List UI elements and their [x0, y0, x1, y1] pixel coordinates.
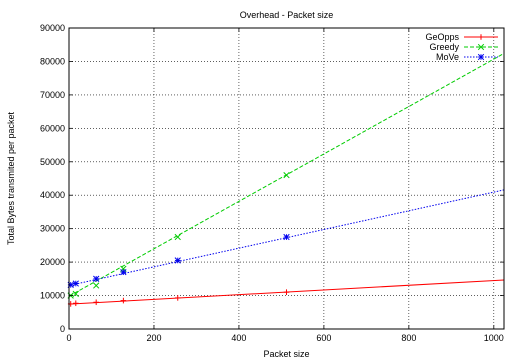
- y-tick-label: 20000: [40, 257, 65, 267]
- legend-item: GeOpps: [425, 32, 498, 42]
- data-point: [72, 280, 79, 287]
- data-point: [93, 299, 99, 306]
- y-tick-label: 60000: [40, 123, 65, 133]
- series-layer: [67, 52, 505, 307]
- series-geopps: [67, 279, 505, 307]
- data-point: [174, 233, 181, 241]
- legend-label: MoVe: [436, 52, 459, 62]
- x-tick-label: 1000: [484, 333, 504, 343]
- data-point: [283, 289, 290, 296]
- data-point: [477, 53, 485, 61]
- data-point: [174, 295, 181, 301]
- data-point: [283, 172, 290, 179]
- tick-layer: 0100002000030000400005000060000700008000…: [40, 23, 504, 343]
- legend-label: Greedy: [429, 42, 459, 52]
- x-tick-label: 0: [66, 333, 71, 343]
- y-tick-label: 50000: [40, 157, 65, 167]
- y-tick-label: 90000: [40, 23, 65, 33]
- x-tick-label: 800: [401, 333, 416, 343]
- y-tick-label: 80000: [40, 56, 65, 66]
- y-tick-label: 70000: [40, 90, 65, 100]
- data-point: [478, 34, 484, 40]
- data-point: [174, 257, 181, 264]
- x-tick-label: 600: [316, 333, 331, 343]
- x-axis-label: Packet size: [263, 349, 309, 359]
- x-tick-label: 200: [146, 333, 161, 343]
- legend-item: Greedy: [429, 42, 498, 52]
- data-point: [120, 297, 127, 304]
- y-tick-label: 30000: [40, 224, 65, 234]
- series-move: [67, 189, 505, 289]
- y-axis-label: Total Bytes transmited per packet: [6, 111, 16, 245]
- series-greedy: [67, 52, 505, 299]
- legend-label: GeOpps: [425, 32, 459, 42]
- data-point: [120, 268, 127, 276]
- x-tick-label: 400: [231, 333, 246, 343]
- y-tick-label: 40000: [40, 190, 65, 200]
- y-tick-label: 10000: [40, 291, 65, 301]
- data-point: [283, 233, 290, 241]
- grid-layer: [69, 28, 504, 329]
- plot-frame: [68, 27, 505, 330]
- data-point: [93, 275, 100, 282]
- data-point: [72, 290, 79, 298]
- data-point: [477, 43, 485, 51]
- data-point: [93, 282, 100, 289]
- y-tick-label: 0: [60, 324, 65, 334]
- data-point: [72, 300, 79, 307]
- chart-title: Overhead - Packet size: [240, 10, 334, 20]
- legend-item: MoVe: [436, 52, 498, 62]
